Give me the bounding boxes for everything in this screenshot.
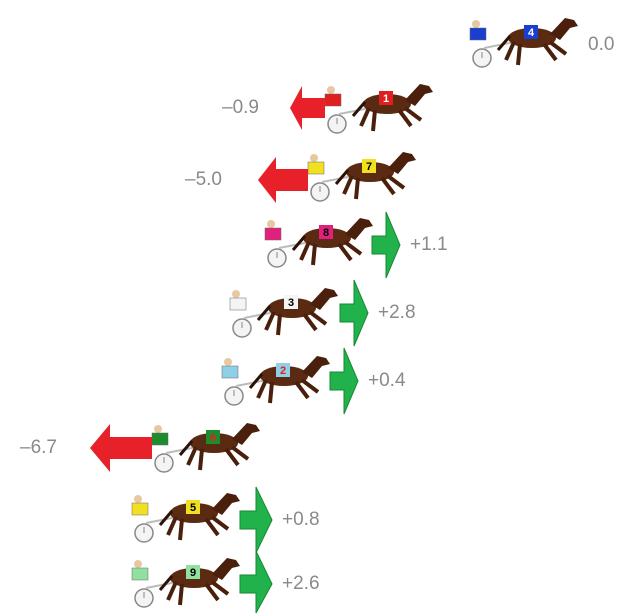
horse-number: 2 [280,365,286,377]
horse-number: 1 [383,93,389,105]
change-arrow [90,424,152,472]
horse-icon: 2 [222,356,330,405]
driver-head [224,358,232,366]
change-arrow [330,348,358,414]
horse-row: 3 +2.8 [230,280,416,346]
driver-silks [265,228,281,240]
horse-number: 8 [323,227,329,239]
race-diagram: 40.01–0.97–5.08+1.13+2.82+0.46–6.75+0.89… [0,0,627,614]
driver-head [267,220,275,228]
horse-number: 6 [210,432,216,444]
change-label: +0.8 [282,509,320,530]
driver-silks [152,433,168,445]
horse-icon: 4 [470,18,578,67]
horse-number: 5 [190,502,196,514]
change-arrow [240,551,272,613]
driver-silks [470,28,486,40]
driver-head [310,154,318,162]
change-arrow [372,212,400,278]
change-arrow [340,280,368,346]
horse-row: 1 –0.9 [222,84,433,133]
horse-row: 9 +2.6 [132,551,320,613]
horse-row: 40.0 [470,18,614,67]
driver-silks [222,366,238,378]
driver-silks [230,298,246,310]
change-label: 0.0 [588,34,614,55]
horse-row: 5 +0.8 [132,487,320,553]
change-arrow [240,487,272,553]
horse-number: 3 [288,297,294,309]
driver-silks [308,162,324,174]
change-label: +1.1 [410,234,448,255]
horse-row: 6 –6.7 [20,423,260,472]
change-arrow [290,86,325,130]
change-arrow [258,157,308,203]
change-label: +0.4 [368,370,406,391]
driver-head [327,86,335,94]
horse-icon: 9 [132,558,240,607]
driver-silks [132,503,148,515]
driver-head [154,425,162,433]
horse-icon: 5 [132,493,240,542]
horse-icon: 6 [152,423,260,472]
horse-row: 7 –5.0 [185,152,416,203]
horse-number: 7 [366,161,372,173]
driver-head [472,20,480,28]
horse-number: 4 [528,27,535,39]
change-label: +2.8 [378,302,416,323]
horse-icon: 3 [230,288,338,337]
driver-head [232,290,240,298]
horse-row: 2 +0.4 [222,348,406,414]
change-label: –6.7 [20,437,57,458]
driver-head [134,560,142,568]
horse-icon: 7 [308,152,416,201]
horse-number: 9 [190,567,196,579]
driver-head [134,495,142,503]
horse-icon: 8 [265,218,373,267]
horse-row: 8 +1.1 [265,212,448,278]
horse-icon: 1 [325,84,433,133]
driver-silks [132,568,148,580]
change-label: –5.0 [185,169,222,190]
driver-silks [325,94,341,106]
change-label: +2.6 [282,573,320,594]
change-label: –0.9 [222,97,259,118]
